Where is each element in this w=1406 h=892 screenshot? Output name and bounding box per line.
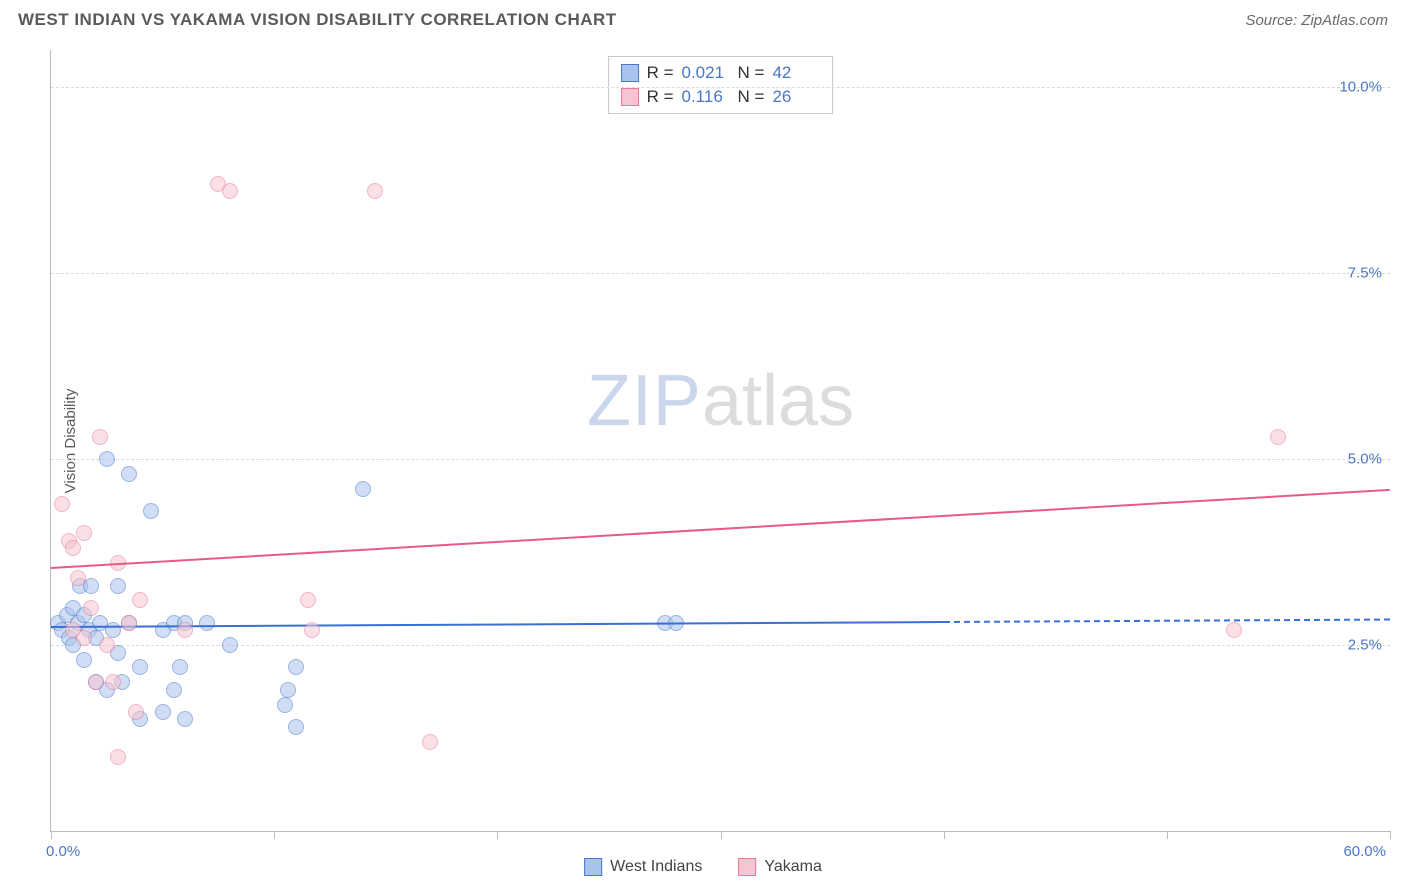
data-point xyxy=(155,704,171,720)
gridline-h xyxy=(51,459,1390,460)
legend-swatch xyxy=(738,858,756,876)
data-point xyxy=(280,682,296,698)
data-point xyxy=(1270,429,1286,445)
data-point xyxy=(110,749,126,765)
data-point xyxy=(143,503,159,519)
x-tick xyxy=(1390,831,1391,839)
watermark: ZIPatlas xyxy=(587,360,854,442)
data-point xyxy=(177,622,193,638)
data-point xyxy=(110,578,126,594)
legend-label: West Indians xyxy=(610,858,702,876)
source-attribution: Source: ZipAtlas.com xyxy=(1245,12,1388,29)
data-point xyxy=(65,540,81,556)
data-point xyxy=(422,734,438,750)
data-point xyxy=(304,622,320,638)
stats-row: R = 0.021 N = 42 xyxy=(621,61,821,85)
x-tick xyxy=(274,831,275,839)
y-tick-label: 10.0% xyxy=(1339,79,1382,96)
n-value: 26 xyxy=(772,87,820,107)
data-point xyxy=(132,659,148,675)
regression-line xyxy=(944,619,1390,623)
plot-area: ZIPatlas R = 0.021 N = 42 R = 0.116 N = 26 2.5%… xyxy=(50,50,1390,832)
data-point xyxy=(83,600,99,616)
y-tick-label: 5.0% xyxy=(1348,451,1382,468)
x-tick xyxy=(721,831,722,839)
data-point xyxy=(132,592,148,608)
data-point xyxy=(88,674,104,690)
gridline-h xyxy=(51,645,1390,646)
data-point xyxy=(99,451,115,467)
data-point xyxy=(288,659,304,675)
gridline-h xyxy=(51,273,1390,274)
data-point xyxy=(1226,622,1242,638)
x-tick xyxy=(944,831,945,839)
data-point xyxy=(222,637,238,653)
stats-row: R = 0.116 N = 26 xyxy=(621,85,821,109)
n-label: N = xyxy=(738,63,765,83)
r-value: 0.116 xyxy=(682,87,730,107)
n-label: N = xyxy=(738,87,765,107)
stats-legend-box: R = 0.021 N = 42 R = 0.116 N = 26 xyxy=(608,56,834,114)
data-point xyxy=(76,652,92,668)
legend-item: West Indians xyxy=(584,858,702,876)
legend-label: Yakama xyxy=(764,858,822,876)
data-point xyxy=(76,630,92,646)
n-value: 42 xyxy=(772,63,820,83)
r-label: R = xyxy=(647,87,674,107)
data-point xyxy=(92,429,108,445)
data-point xyxy=(99,637,115,653)
data-point xyxy=(105,674,121,690)
data-point xyxy=(177,711,193,727)
data-point xyxy=(128,704,144,720)
data-point xyxy=(199,615,215,631)
data-point xyxy=(76,525,92,541)
gridline-h xyxy=(51,87,1390,88)
x-tick xyxy=(1167,831,1168,839)
data-point xyxy=(121,466,137,482)
data-point xyxy=(367,183,383,199)
data-point xyxy=(166,682,182,698)
data-point xyxy=(300,592,316,608)
y-tick-label: 7.5% xyxy=(1348,265,1382,282)
legend-item: Yakama xyxy=(738,858,822,876)
x-axis-max-label: 60.0% xyxy=(1343,843,1386,860)
data-point xyxy=(105,622,121,638)
chart-title: WEST INDIAN VS YAKAMA VISION DISABILITY … xyxy=(18,10,617,30)
regression-line xyxy=(51,489,1390,569)
x-axis-min-label: 0.0% xyxy=(46,843,80,860)
chart-container: Vision Disability ZIPatlas R =0.021N =42… xyxy=(50,50,1390,832)
legend-swatch xyxy=(584,858,602,876)
data-point xyxy=(222,183,238,199)
data-point xyxy=(355,481,371,497)
x-tick xyxy=(51,831,52,839)
x-tick xyxy=(497,831,498,839)
data-point xyxy=(288,719,304,735)
y-tick-label: 2.5% xyxy=(1348,637,1382,654)
legend-swatch xyxy=(621,88,639,106)
data-point xyxy=(277,697,293,713)
legend-swatch xyxy=(621,64,639,82)
data-point xyxy=(70,570,86,586)
data-point xyxy=(172,659,188,675)
watermark-zip: ZIP xyxy=(587,361,702,441)
data-point xyxy=(54,496,70,512)
r-value: 0.021 xyxy=(682,63,730,83)
r-label: R = xyxy=(647,63,674,83)
data-point xyxy=(121,615,137,631)
watermark-atlas: atlas xyxy=(702,361,854,441)
bottom-legend: West Indians Yakama xyxy=(584,858,822,876)
